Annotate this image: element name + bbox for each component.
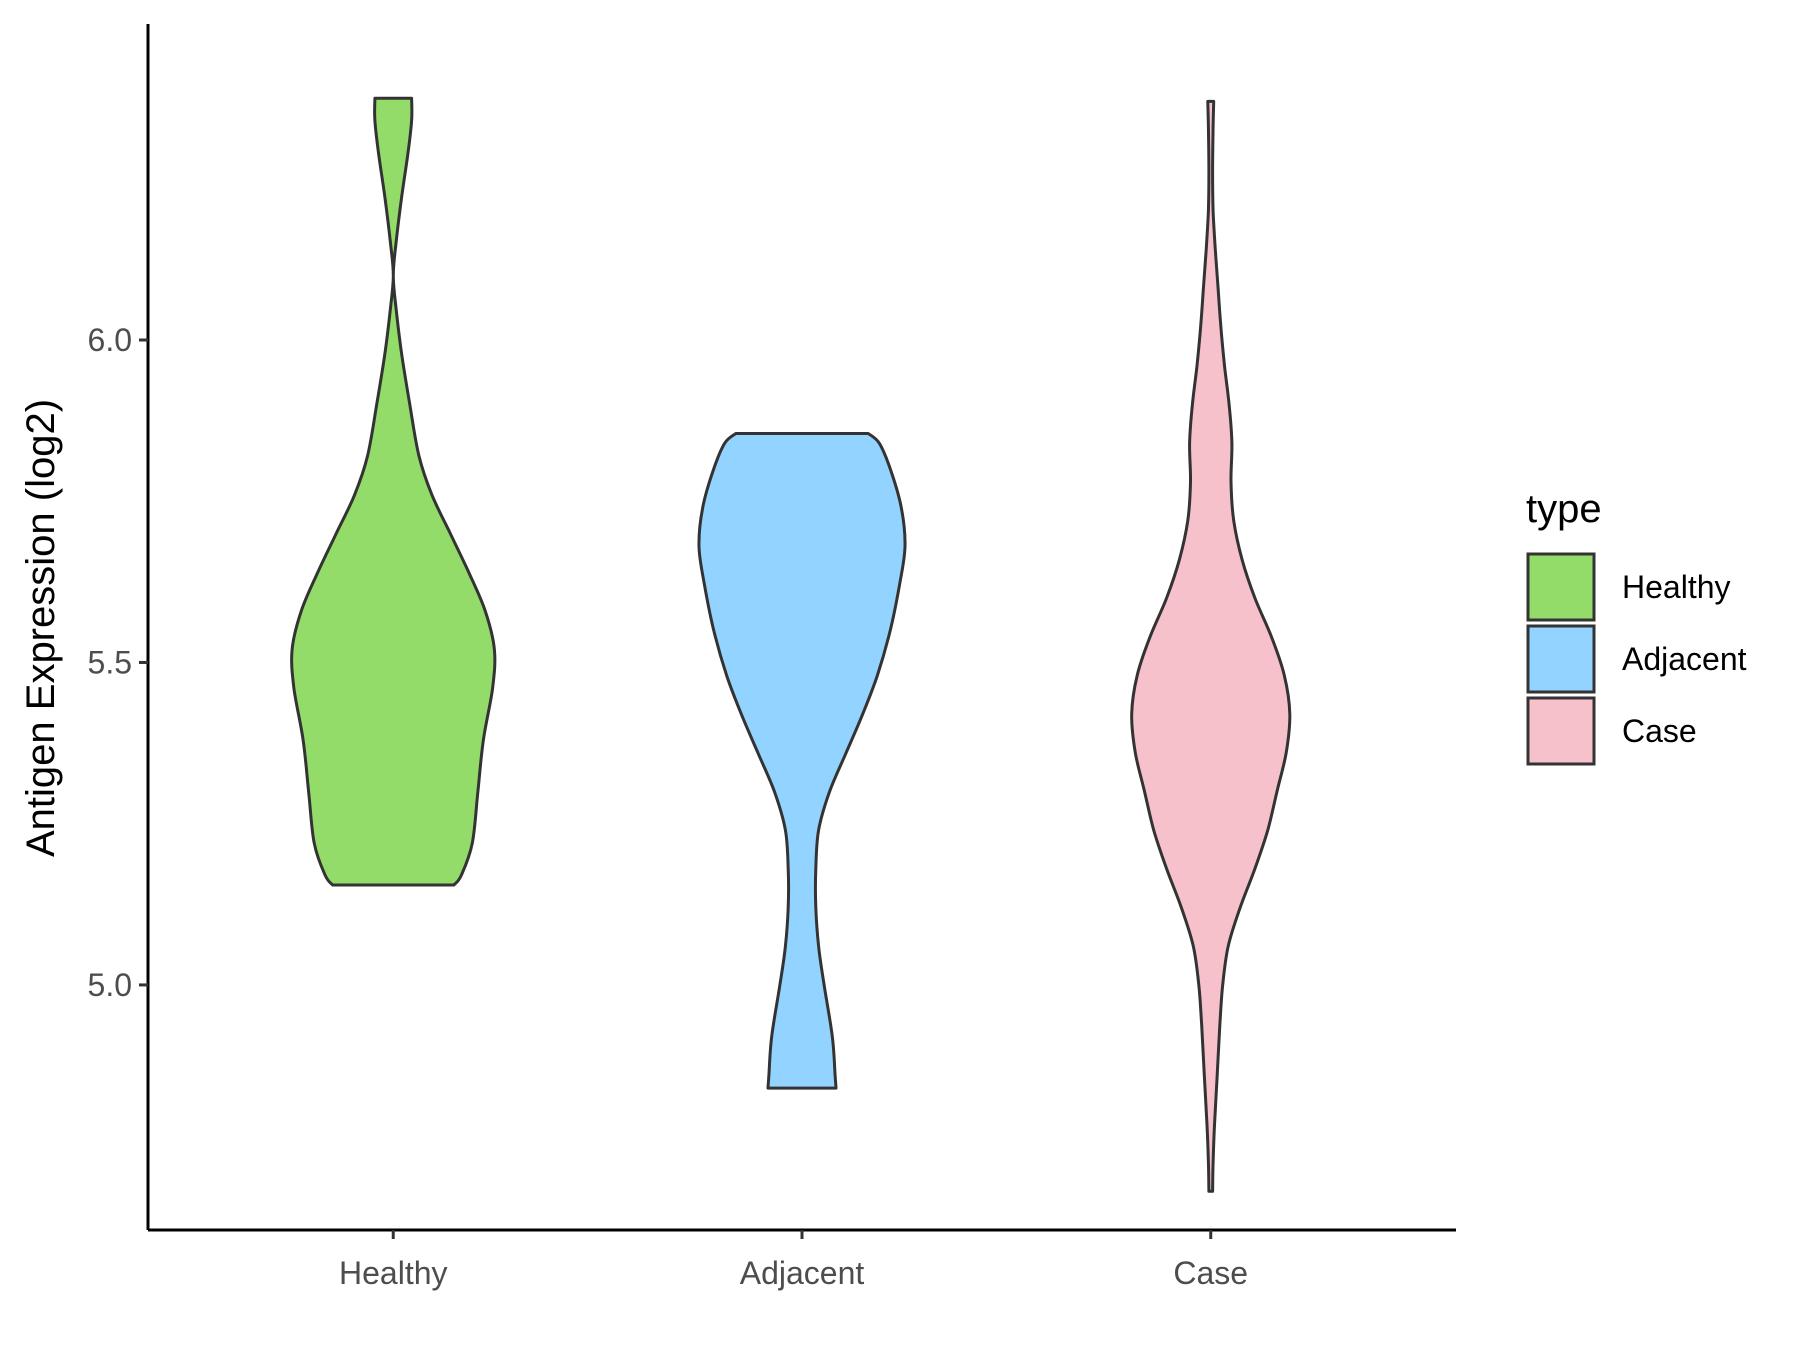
violin-adjacent	[697, 432, 907, 1090]
legend-title: type	[1526, 487, 1602, 531]
legend-entries: Healthy Adjacent Case	[1526, 552, 1747, 766]
x-ticks: Healthy Adjacent Case	[339, 1230, 1248, 1291]
y-ticks: 5.0 5.5 6.0	[88, 322, 148, 1003]
legend: type Healthy Adjacent Case	[1526, 487, 1747, 766]
legend-key-healthy	[1526, 552, 1596, 622]
y-tick-label: 5.0	[88, 967, 132, 1003]
violin-layer	[290, 96, 1292, 1193]
legend-label-adjacent: Adjacent	[1622, 641, 1747, 677]
y-axis-title: Antigen Expression (log2)	[19, 399, 63, 857]
legend-key-case	[1526, 696, 1596, 766]
axes: 5.0 5.5 6.0 Healthy Adjacent Case Antigen Ex…	[19, 24, 1456, 1291]
x-tick-label: Healthy	[339, 1255, 448, 1291]
legend-key-adjacent	[1526, 624, 1596, 694]
violin-case	[1130, 99, 1292, 1193]
y-tick-label: 5.5	[88, 644, 132, 680]
y-tick-label: 6.0	[88, 322, 132, 358]
violin-healthy	[290, 96, 497, 887]
legend-label-case: Case	[1622, 713, 1697, 749]
x-tick-label: Adjacent	[740, 1255, 865, 1291]
x-tick-label: Case	[1173, 1255, 1248, 1291]
legend-label-healthy: Healthy	[1622, 569, 1731, 605]
